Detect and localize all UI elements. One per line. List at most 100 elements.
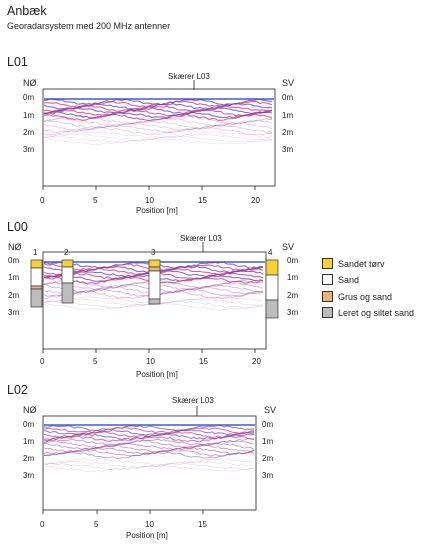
- legend-item-grus-og-sand: Grus og sand: [322, 291, 392, 302]
- reflector-trace: [43, 135, 273, 143]
- reflector-trace: [43, 107, 273, 115]
- reflector-trace: [43, 138, 273, 146]
- legend-swatch: [322, 291, 333, 302]
- legend-swatch: [322, 274, 333, 285]
- legend-swatch: [322, 307, 333, 318]
- profile-l02-left-label: NØ: [23, 405, 37, 415]
- depth-label: 2m: [282, 128, 294, 137]
- reflector-trace: [43, 465, 255, 473]
- reflector-trace: [43, 451, 255, 460]
- legend-item-leret-og-siltet-sand: Leret og siltet sand: [322, 307, 414, 318]
- legend-item-sandet-torv: Sandet tørv: [322, 258, 385, 269]
- profile-l00-right-label: SV: [282, 242, 295, 252]
- legend-item-sand: Sand: [322, 274, 359, 285]
- profile-l01-frame: [42, 88, 276, 187]
- depth-label: 2m: [23, 454, 35, 463]
- depth-label: 1m: [262, 437, 274, 446]
- depth-label: 0m: [23, 93, 35, 102]
- reflector-trace: [43, 115, 273, 125]
- x-tick-label: 20: [251, 196, 260, 205]
- reflector-trace: [43, 126, 273, 136]
- depth-label: 2m: [287, 291, 299, 300]
- depth-label: 0m: [287, 256, 299, 265]
- reflector-trace: [43, 460, 255, 468]
- depth-label: 3m: [23, 471, 35, 480]
- x-tick-label: 20: [252, 357, 261, 366]
- reflector-trace: [43, 105, 273, 113]
- reflector-trace: [43, 442, 255, 451]
- x-tick-label: 10: [145, 196, 154, 205]
- reflector-trace: [43, 113, 273, 121]
- borehole-4-log: [265, 259, 279, 319]
- x-tick-label: 0: [40, 196, 45, 205]
- x-tick-label: 5: [93, 357, 98, 366]
- borehole-1-log: [30, 259, 43, 308]
- x-tick-label: 15: [198, 196, 207, 205]
- reflector-trace: [43, 462, 255, 471]
- borehole-number: 1: [33, 248, 38, 257]
- borehole-2-log: [61, 259, 74, 304]
- reflector-trace: [43, 447, 255, 455]
- profile-l00-crossing-label: Skærer L03: [180, 234, 222, 243]
- x-tick-label: 15: [198, 520, 207, 529]
- reflector-trace: [43, 438, 255, 446]
- profile-l00-x-ticks: [42, 349, 256, 353]
- reflector-trace: [43, 440, 255, 449]
- profile-l01-traces: [43, 98, 274, 146]
- profile-l01-crossing-label: Skærer L03: [168, 72, 210, 81]
- page-title: Anbæk: [7, 4, 47, 18]
- profile-l00-left-label: NØ: [8, 242, 22, 252]
- profile-l01-radargram: [42, 80, 276, 190]
- legend-swatch: [322, 258, 333, 269]
- legend-label: Grus og sand: [338, 291, 393, 302]
- profile-l02-right-label: SV: [264, 405, 277, 415]
- depth-label: 2m: [23, 128, 35, 137]
- profile-l02-radargram: [42, 406, 257, 514]
- reflector-trace: [43, 124, 273, 133]
- reflector-trace: [43, 131, 273, 139]
- profile-l00-radargram: [30, 242, 279, 353]
- reflector-trace: [43, 429, 255, 436]
- reflector-trace: [43, 427, 254, 434]
- reflector-trace: [43, 424, 255, 432]
- x-axis-label: Position [m]: [136, 206, 178, 215]
- reflector-trace: [43, 458, 255, 466]
- reflector-trace: [43, 118, 273, 127]
- reflector-trace: [43, 109, 273, 117]
- reflector-trace: [43, 302, 264, 311]
- depth-label: 2m: [8, 291, 20, 300]
- profile-l01-left-label: NØ: [23, 78, 37, 88]
- x-tick-label: 5: [94, 520, 99, 529]
- profile-l02-x-ticks: [42, 510, 204, 514]
- profile-l02-title: L02: [7, 383, 28, 397]
- depth-label: 2m: [262, 454, 274, 463]
- profile-l01-x-ticks: [42, 186, 256, 190]
- profile-l02-crossing-label: Skærer L03: [172, 396, 214, 405]
- reflector-trace: [43, 133, 273, 141]
- depth-label: 1m: [8, 273, 20, 282]
- x-tick-label: 10: [145, 520, 154, 529]
- reflector-trace: [43, 122, 273, 131]
- depth-label: 3m: [282, 145, 294, 154]
- borehole-number: 3: [151, 248, 156, 257]
- depth-label: 0m: [8, 256, 20, 265]
- legend-label: Leret og siltet sand: [338, 307, 415, 318]
- reflector-trace: [43, 120, 273, 129]
- x-tick-label: 15: [199, 357, 208, 366]
- reflector-trace: [43, 435, 255, 443]
- depth-label: 0m: [23, 420, 35, 429]
- depth-label: 3m: [287, 308, 299, 317]
- depth-label: 1m: [287, 273, 299, 282]
- x-tick-label: 10: [146, 357, 155, 366]
- page-subtitle: Georadarsystem med 200 MHz antenner: [7, 21, 171, 31]
- depth-label: 0m: [282, 93, 294, 102]
- borehole-3-log: [148, 259, 161, 305]
- x-tick-label: 5: [93, 196, 98, 205]
- profile-l02-frame: [42, 415, 257, 511]
- x-axis-label: Position [m]: [136, 370, 178, 379]
- profile-l00-title: L00: [7, 220, 28, 234]
- profile-l01-title: L01: [7, 55, 28, 69]
- borehole-number: 4: [268, 248, 273, 257]
- reflector-trace: [43, 298, 264, 306]
